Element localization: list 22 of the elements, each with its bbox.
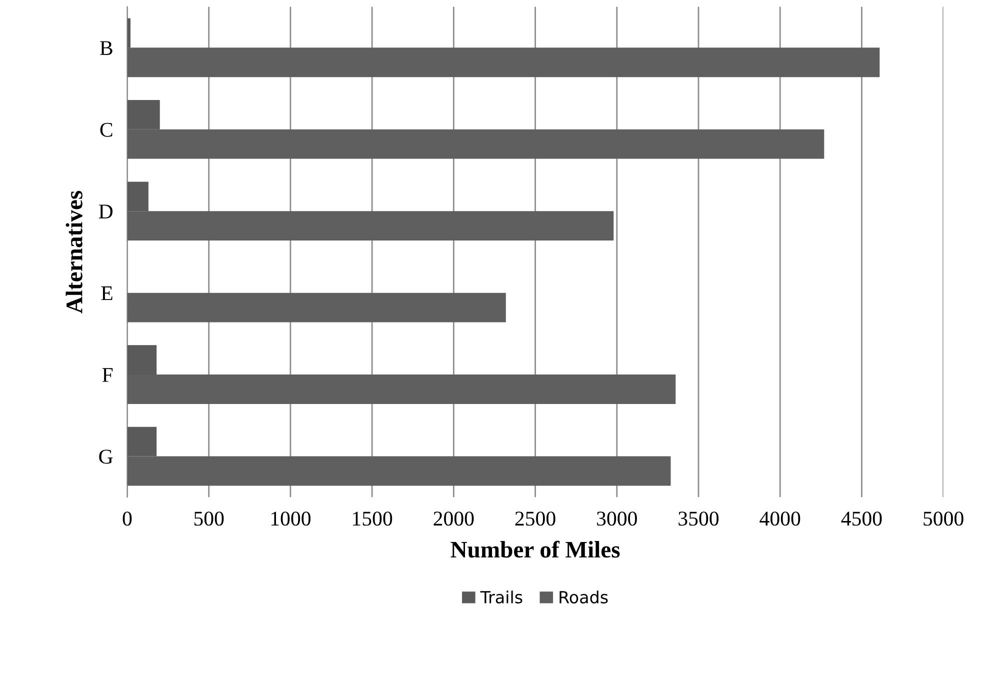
x-tick-label: 3000 bbox=[597, 512, 637, 526]
x-tick-label: 4000 bbox=[760, 512, 800, 526]
x-tick-label: 2000 bbox=[434, 512, 474, 526]
x-tick-label: 500 bbox=[194, 512, 224, 526]
x-tick-label: 3500 bbox=[678, 512, 719, 526]
y-tick-label: G bbox=[99, 450, 113, 464]
x-tick-label: 1500 bbox=[353, 512, 392, 526]
x-tick-label: 5000 bbox=[924, 512, 964, 526]
x-axis-title: Number of Miles bbox=[450, 540, 620, 558]
y-tick-label: D bbox=[98, 204, 113, 218]
x-tick-label: 4500 bbox=[841, 512, 882, 526]
x-tick-label: 0 bbox=[122, 512, 132, 526]
y-tick-label: E bbox=[101, 286, 112, 300]
y-tick-label: B bbox=[100, 41, 112, 55]
y-tick-label: C bbox=[100, 122, 112, 137]
x-tick-label: 1000 bbox=[271, 512, 310, 526]
x-tick-label: 2500 bbox=[515, 512, 556, 526]
bar bbox=[127, 292, 506, 322]
y-axis-title: Alternatives bbox=[66, 190, 82, 314]
legend-label: Trails bbox=[480, 590, 522, 604]
y-tick-label: F bbox=[102, 368, 113, 382]
legend-label: Roads bbox=[560, 590, 608, 604]
